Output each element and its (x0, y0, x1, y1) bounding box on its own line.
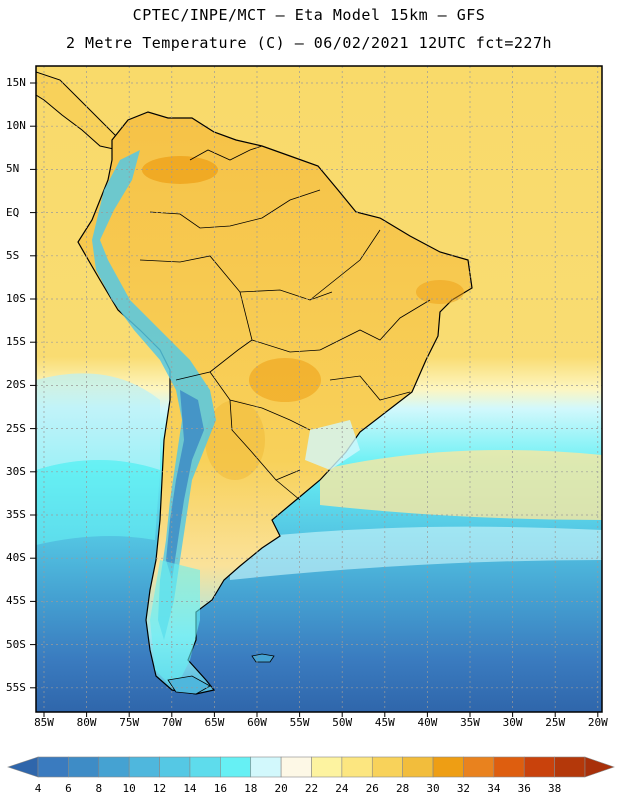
hot-spot-northeast (416, 280, 464, 304)
colorbar-swatch (189, 756, 221, 778)
lat-label: 5N (6, 162, 20, 176)
lat-label: 15S (6, 335, 26, 349)
colorbar-swatch (341, 756, 373, 778)
colorbar-tick-label: 22 (304, 782, 319, 795)
lat-label: 55S (6, 680, 26, 694)
lon-label: 55W (289, 716, 310, 729)
colorbar-tick-label: 4 (34, 782, 42, 795)
lat-label: 40S (6, 551, 26, 565)
colorbar-swatch (280, 756, 312, 778)
lon-label: 50W (332, 716, 353, 729)
map-title-line2: 2 Metre Temperature (C) – 06/02/2021 12U… (65, 34, 553, 52)
colorbar-tick-label: 30 (426, 782, 440, 795)
tierra-del-fuego (167, 675, 211, 695)
colorbar-tick-label: 18 (244, 782, 258, 795)
lat-label: 10S (6, 292, 26, 305)
lon-label: 35W (460, 716, 480, 729)
colorbar (7, 756, 615, 778)
lat-label: 35S (6, 508, 26, 521)
cool-ocean-band (230, 526, 602, 580)
colorbar-max-arrow (584, 756, 615, 778)
lon-label: 25W (545, 716, 566, 729)
colorbar-swatch (523, 756, 555, 778)
lon-label: 80W (76, 716, 97, 729)
colorbar-swatch (98, 756, 130, 778)
colorbar-tick-label: 20 (274, 782, 288, 795)
colorbar-tick-label: 24 (335, 782, 349, 795)
colorbar-tick-label: 8 (95, 782, 103, 795)
colorbar-swatch (220, 756, 252, 778)
colorbar-tick-label: 26 (365, 782, 379, 795)
lon-label: 45W (374, 716, 395, 729)
southeast-brazil-cool (305, 420, 360, 470)
lat-label: 25S (6, 421, 26, 435)
lat-label: 5S (6, 248, 20, 262)
hot-spot-venezuela (142, 156, 218, 184)
colorbar-swatch (432, 756, 464, 778)
lon-label: 65W (204, 716, 225, 729)
lat-label: 10N (6, 119, 26, 133)
warm-ocean-band (320, 450, 602, 520)
patagonia-cool (150, 560, 200, 690)
colorbar-swatch (311, 756, 343, 778)
colorbar-tick-label: 32 (456, 782, 471, 795)
falkland-islands (251, 653, 275, 663)
lon-label: 20W (587, 716, 608, 729)
lon-label: 60W (247, 716, 267, 729)
colorbar-tick-label: 10 (122, 782, 136, 795)
colorbar-swatch (493, 756, 525, 778)
lat-label: EQ (6, 205, 20, 219)
lat-label: 15N (6, 76, 26, 89)
colorbar-swatch (554, 756, 586, 778)
lon-label: 75W (119, 716, 140, 729)
lon-label: 30W (502, 716, 523, 729)
colorbar-swatch (37, 756, 69, 778)
country-borders (139, 145, 431, 501)
colorbar-tick-label: 38 (547, 782, 562, 795)
colorbar-tick-label: 34 (487, 782, 501, 795)
colorbar-swatch (128, 756, 160, 778)
lat-label: 30S (6, 464, 26, 478)
colorbar-tick-label: 28 (396, 782, 410, 795)
pacific-cool-zone-2 (36, 460, 160, 545)
colorbar-tick-label: 12 (152, 782, 167, 795)
andes-core (166, 390, 204, 580)
graticule (36, 66, 602, 712)
hot-spot-chaco (205, 400, 265, 480)
colorbar-swatch (159, 756, 191, 778)
colorbar-tick-label: 36 (517, 782, 531, 795)
axis-ticks (30, 82, 599, 717)
lon-label: 70W (161, 716, 182, 729)
lat-label: 20S (6, 378, 26, 392)
lat-label: 50S (6, 637, 26, 651)
colorbar-swatch (463, 756, 495, 778)
lon-label: 40W (417, 716, 438, 729)
pacific-cool-zone (36, 373, 160, 470)
colorbar-tick-label: 14 (183, 782, 197, 795)
lon-label: 85W (34, 716, 54, 729)
andes-cold-strip (92, 150, 216, 640)
colorbar-swatch (250, 756, 282, 778)
colorbar-swatch (402, 756, 434, 778)
colorbar-swatch (371, 756, 403, 778)
hot-spot-central (249, 358, 321, 402)
colorbar-tick-label: 6 (65, 782, 72, 795)
colorbar-min-arrow (7, 756, 39, 778)
map-title-line1: CPTEC/INPE/MCT – Eta Model 15km – GFS (132, 6, 486, 24)
map-frame (35, 65, 603, 713)
lat-label: 45S (6, 594, 26, 608)
colorbar-swatch (68, 756, 100, 778)
colorbar-tick-label: 16 (213, 782, 227, 795)
